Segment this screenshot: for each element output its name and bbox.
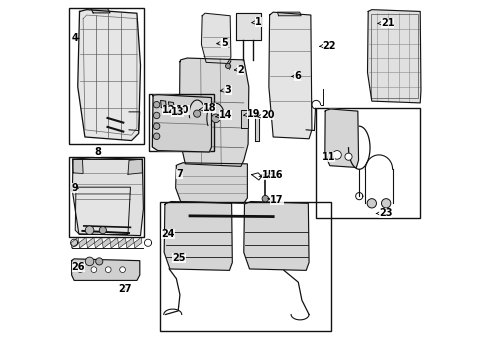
Polygon shape xyxy=(72,159,83,174)
Polygon shape xyxy=(75,187,130,234)
Text: 27: 27 xyxy=(118,284,131,294)
Text: 7: 7 xyxy=(176,169,183,179)
Circle shape xyxy=(85,226,94,234)
Circle shape xyxy=(77,267,83,273)
Text: 20: 20 xyxy=(257,111,274,121)
Polygon shape xyxy=(367,10,420,103)
Circle shape xyxy=(262,195,268,202)
Text: 24: 24 xyxy=(161,229,174,239)
Text: 18: 18 xyxy=(199,103,216,113)
Text: 12: 12 xyxy=(162,105,175,115)
Polygon shape xyxy=(91,9,110,13)
Circle shape xyxy=(96,258,102,265)
Polygon shape xyxy=(86,237,94,248)
Text: 11: 11 xyxy=(321,152,334,162)
Polygon shape xyxy=(102,237,110,248)
Circle shape xyxy=(91,267,97,273)
Text: 6: 6 xyxy=(291,71,300,81)
Circle shape xyxy=(120,267,125,273)
Bar xyxy=(316,108,419,218)
Circle shape xyxy=(153,123,160,130)
Text: 1: 1 xyxy=(251,17,262,27)
Text: 21: 21 xyxy=(377,18,393,28)
Polygon shape xyxy=(206,103,224,126)
Polygon shape xyxy=(201,13,230,63)
Text: 26: 26 xyxy=(72,262,85,272)
Circle shape xyxy=(85,257,94,266)
Circle shape xyxy=(211,114,220,123)
Text: 22: 22 xyxy=(319,41,335,50)
Polygon shape xyxy=(71,237,79,248)
Circle shape xyxy=(153,112,160,119)
Circle shape xyxy=(332,150,341,159)
Text: 25: 25 xyxy=(172,253,185,263)
Polygon shape xyxy=(164,202,232,270)
Bar xyxy=(149,94,214,151)
Polygon shape xyxy=(118,237,126,248)
Polygon shape xyxy=(94,237,102,248)
Circle shape xyxy=(153,102,160,108)
Circle shape xyxy=(381,199,390,208)
Text: 15: 15 xyxy=(259,170,275,180)
Circle shape xyxy=(99,226,106,234)
Text: 9: 9 xyxy=(72,183,78,193)
Text: 23: 23 xyxy=(375,208,392,218)
Polygon shape xyxy=(78,10,140,140)
Polygon shape xyxy=(152,95,211,152)
Polygon shape xyxy=(72,259,140,280)
Text: 19: 19 xyxy=(243,109,260,119)
Circle shape xyxy=(193,110,201,117)
Text: 5: 5 xyxy=(216,38,227,48)
Polygon shape xyxy=(72,158,143,235)
Text: 8: 8 xyxy=(94,147,101,157)
Text: 16: 16 xyxy=(266,170,283,180)
Text: 10: 10 xyxy=(171,105,189,115)
Polygon shape xyxy=(235,13,260,40)
Text: 4: 4 xyxy=(72,33,79,43)
Bar xyxy=(69,157,144,237)
Polygon shape xyxy=(255,112,258,140)
Polygon shape xyxy=(168,102,174,111)
Circle shape xyxy=(225,63,230,68)
Polygon shape xyxy=(244,202,308,270)
Polygon shape xyxy=(79,237,86,248)
Polygon shape xyxy=(128,159,142,174)
Polygon shape xyxy=(324,109,358,167)
Polygon shape xyxy=(134,237,142,248)
Polygon shape xyxy=(268,12,311,139)
Polygon shape xyxy=(189,100,204,118)
Polygon shape xyxy=(160,100,166,108)
Polygon shape xyxy=(241,110,247,128)
Text: 2: 2 xyxy=(234,64,244,75)
Circle shape xyxy=(344,153,351,160)
Bar xyxy=(160,202,330,330)
Polygon shape xyxy=(110,237,118,248)
Polygon shape xyxy=(175,163,247,203)
Text: 14: 14 xyxy=(215,111,232,121)
Circle shape xyxy=(366,199,376,208)
Polygon shape xyxy=(277,12,301,16)
Bar xyxy=(69,8,144,144)
Circle shape xyxy=(105,267,111,273)
Text: 17: 17 xyxy=(267,195,283,205)
Text: 13: 13 xyxy=(171,107,184,117)
Text: 3: 3 xyxy=(220,85,231,95)
Polygon shape xyxy=(179,58,248,166)
Polygon shape xyxy=(126,237,134,248)
Circle shape xyxy=(153,133,160,139)
